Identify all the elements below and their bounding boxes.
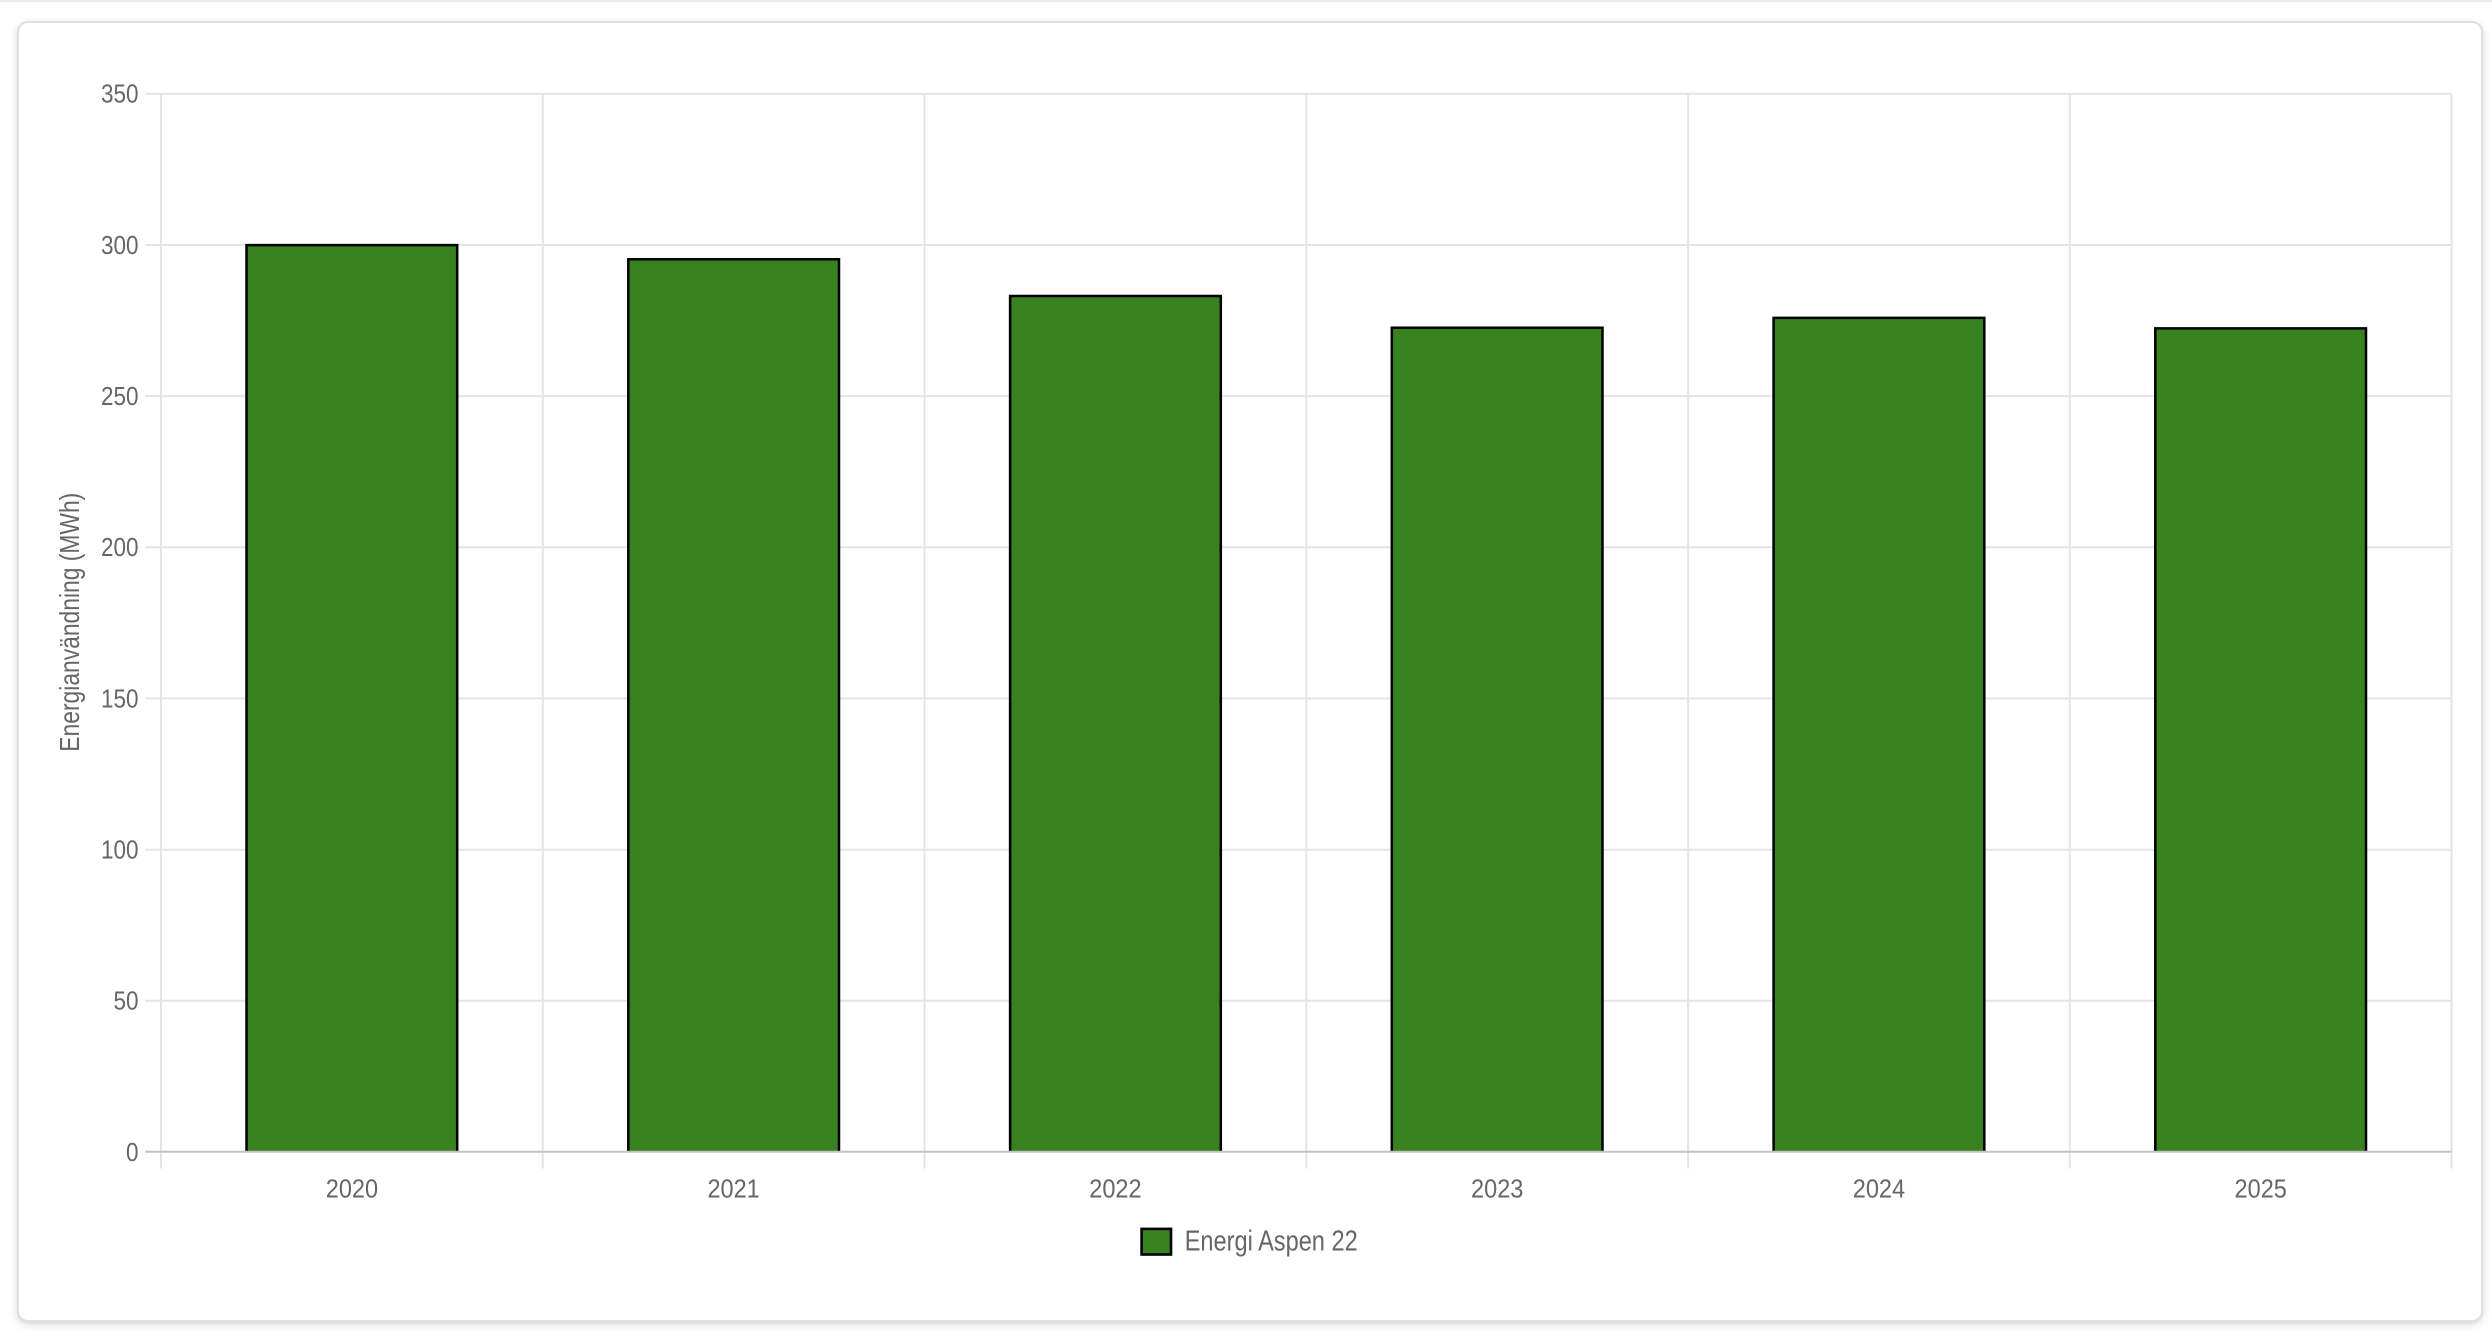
svg-text:300: 300 (101, 230, 139, 260)
svg-text:350: 350 (101, 79, 139, 109)
svg-text:2020: 2020 (326, 1173, 378, 1203)
svg-text:250: 250 (101, 381, 139, 411)
svg-text:150: 150 (101, 683, 139, 713)
svg-text:0: 0 (126, 1137, 139, 1167)
svg-text:2022: 2022 (1089, 1173, 1141, 1203)
svg-text:2024: 2024 (1853, 1173, 1905, 1203)
svg-text:50: 50 (114, 986, 139, 1016)
svg-text:2023: 2023 (1471, 1173, 1523, 1203)
svg-text:200: 200 (101, 532, 139, 562)
svg-text:Energi Aspen 22: Energi Aspen 22 (1185, 1225, 1358, 1257)
svg-text:2021: 2021 (707, 1173, 759, 1203)
svg-text:100: 100 (101, 835, 139, 865)
svg-text:Energianvändning (MWh): Energianvändning (MWh) (54, 493, 85, 752)
svg-text:2025: 2025 (2235, 1173, 2287, 1203)
